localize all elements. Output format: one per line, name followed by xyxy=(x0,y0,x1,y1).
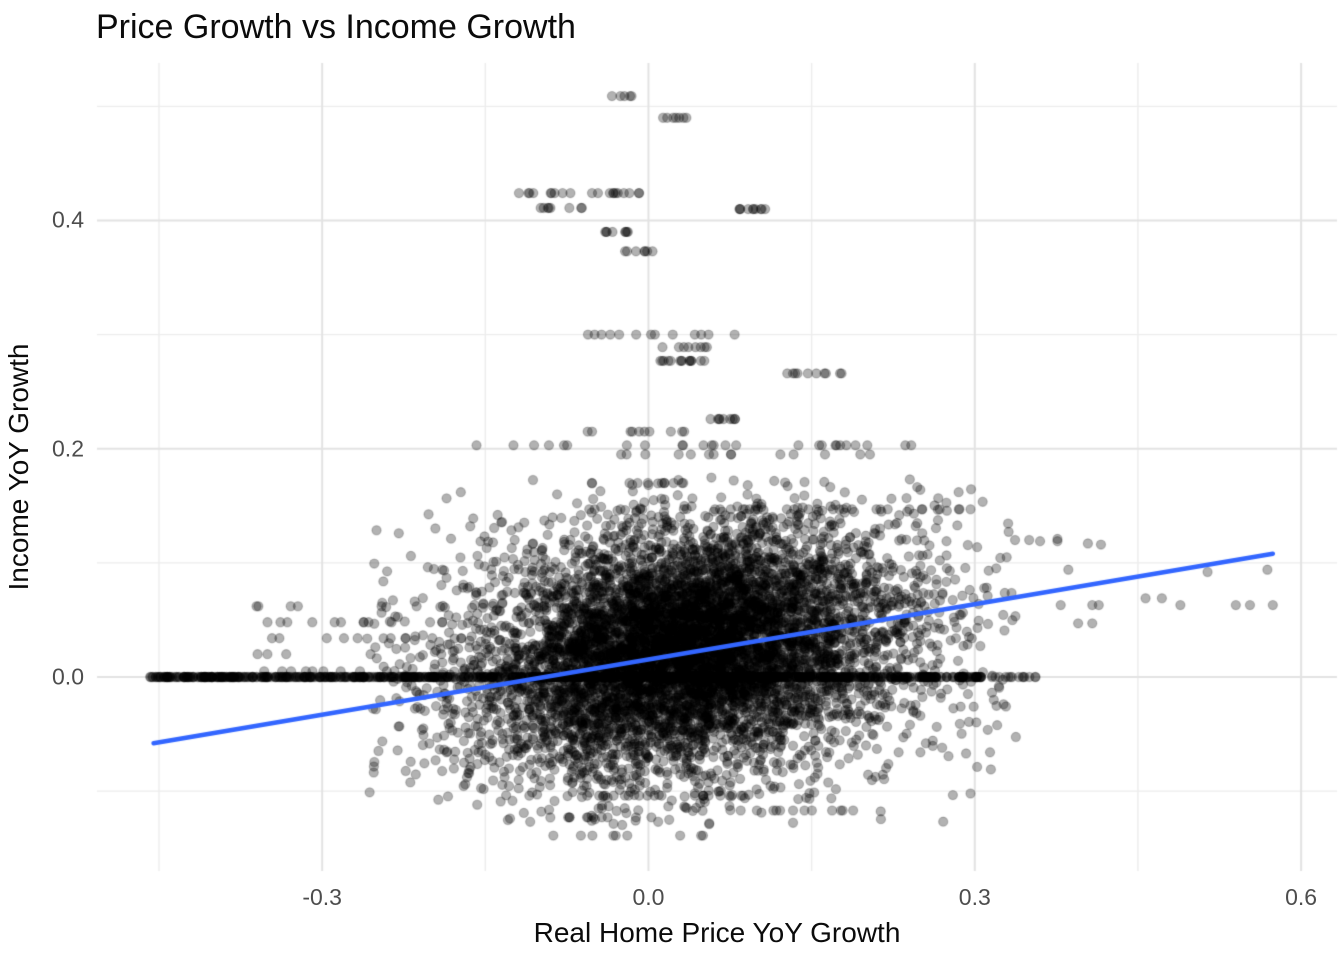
chart-title: Price Growth vs Income Growth xyxy=(96,8,576,46)
x-tick-label: -0.3 xyxy=(302,884,342,910)
y-tick-label: 0.2 xyxy=(52,435,84,462)
y-tick-label: 0.0 xyxy=(52,663,84,690)
y-tick-label: 0.4 xyxy=(52,206,84,233)
x-tick-label: 0.0 xyxy=(632,884,665,910)
x-tick-label: 0.3 xyxy=(958,884,991,910)
x-axis-title: Real Home Price YoY Growth xyxy=(533,917,901,948)
y-axis-title: Income YoY Growth xyxy=(3,343,34,591)
x-tick-label: 0.6 xyxy=(1285,884,1318,910)
